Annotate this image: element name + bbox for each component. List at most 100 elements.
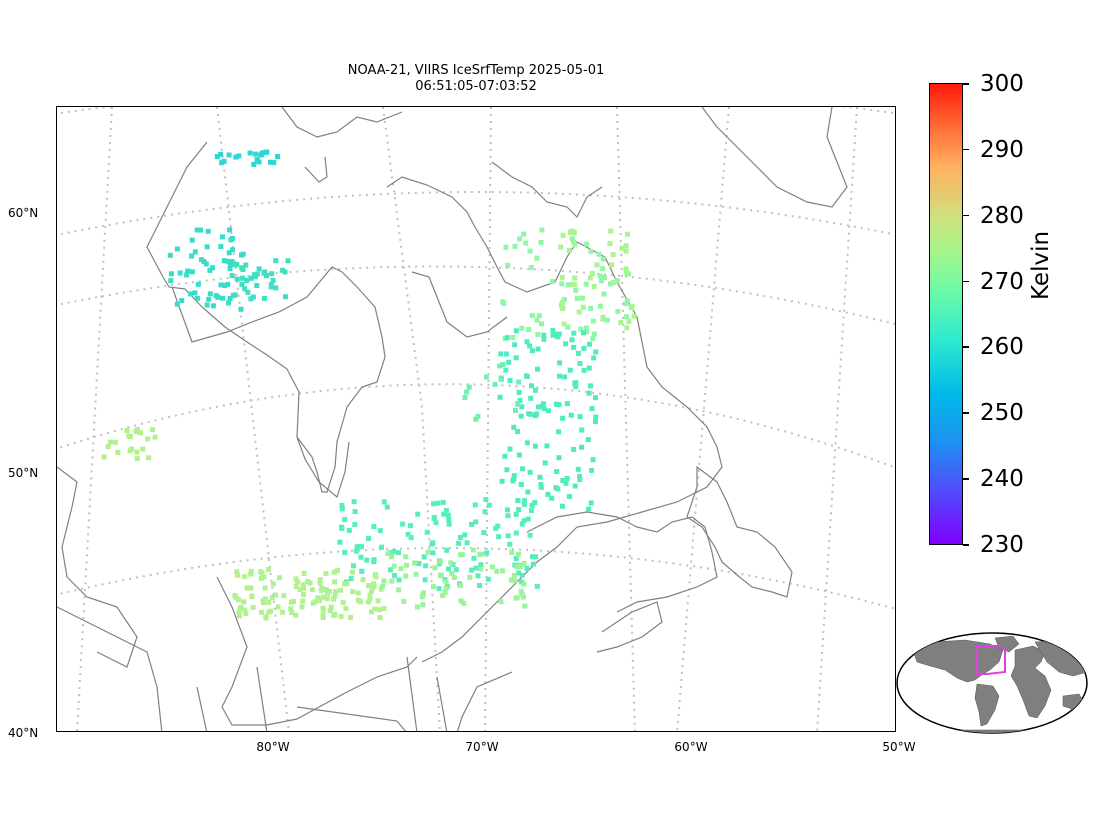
temperature-point	[494, 568, 500, 574]
temperature-point	[218, 282, 224, 288]
temperature-point	[483, 497, 489, 503]
temperature-point	[542, 460, 548, 466]
temperature-point	[239, 281, 245, 287]
temperature-point	[481, 530, 487, 536]
temperature-point	[179, 298, 185, 303]
temperature-point	[577, 361, 583, 366]
temperature-point	[525, 489, 531, 495]
temperature-point	[446, 521, 452, 527]
temperature-point	[354, 544, 360, 550]
temperature-point	[239, 252, 244, 258]
temperature-point	[556, 429, 562, 435]
temperature-point	[469, 567, 474, 573]
temperature-point	[590, 336, 596, 341]
labrador-interior	[411, 271, 508, 338]
temperature-point	[281, 593, 287, 598]
temperature-point	[534, 317, 540, 323]
temperature-point	[566, 247, 572, 253]
temperature-point	[432, 565, 438, 571]
temperature-point	[227, 296, 233, 301]
temperature-point	[359, 568, 365, 574]
temperature-point	[388, 567, 393, 573]
temperature-point	[529, 312, 535, 318]
temperature-point	[534, 255, 540, 261]
baffin-south	[281, 107, 403, 138]
temperature-point	[506, 359, 512, 365]
temperature-point	[430, 550, 436, 556]
map-panel[interactable]	[56, 106, 896, 732]
temperature-point	[310, 600, 316, 606]
temperature-point	[509, 550, 515, 555]
temperature-point	[503, 367, 509, 373]
temperature-point	[412, 560, 418, 566]
temperature-point	[367, 596, 373, 602]
map-title: NOAA-21, VIIRS IceSrfTemp 2025-05-01 06:…	[276, 63, 676, 95]
temperature-point	[563, 341, 569, 347]
temperature-point	[378, 586, 384, 592]
temperature-point	[623, 270, 629, 276]
temperature-point	[369, 588, 375, 594]
temperature-point	[505, 533, 511, 539]
temperature-point	[462, 395, 468, 400]
meridian-75	[382, 107, 441, 731]
temperature-point	[593, 349, 599, 355]
temperature-point	[512, 342, 518, 348]
temperature-point	[199, 257, 204, 263]
temperature-point	[299, 604, 305, 610]
temperature-point	[293, 612, 299, 618]
title-line-2: 06:51:05-07:03:52	[415, 79, 537, 94]
temperature-point	[458, 552, 463, 558]
temperature-point	[250, 294, 256, 300]
temperature-point	[436, 586, 442, 592]
temperature-point	[301, 585, 307, 591]
ungava-quebec-north	[386, 176, 723, 663]
temperature-point	[371, 583, 377, 589]
temperature-point	[569, 236, 575, 242]
temperature-point	[550, 328, 556, 333]
temperature-point	[591, 331, 597, 337]
temperature-point	[319, 585, 325, 591]
temperature-point	[115, 450, 121, 455]
temperature-point	[512, 243, 518, 249]
parallel-65	[57, 107, 895, 115]
temperature-point	[586, 506, 592, 512]
temperature-point	[273, 258, 279, 264]
temperature-point	[396, 550, 401, 556]
temperature-point	[353, 548, 359, 554]
temperature-point	[565, 324, 571, 330]
temperature-point	[227, 227, 232, 233]
temperature-point	[384, 504, 390, 510]
temperature-point	[466, 384, 472, 390]
temperature-point	[527, 248, 533, 254]
temperature-point	[529, 348, 535, 354]
temperature-point	[334, 568, 340, 573]
temperature-point	[530, 561, 536, 567]
temperature-point	[213, 293, 219, 299]
colorbar-tick	[963, 148, 969, 151]
temperature-point	[552, 331, 558, 337]
globe-inset	[896, 632, 1088, 734]
temperature-point	[554, 469, 560, 475]
temperature-point	[351, 499, 357, 505]
temperature-point	[533, 554, 539, 560]
temperature-point	[343, 606, 349, 612]
temperature-point	[557, 360, 563, 366]
temperature-point	[559, 302, 564, 308]
temperature-point	[174, 301, 180, 307]
temperature-point	[528, 264, 534, 270]
temperature-point	[438, 573, 443, 579]
lon-label-70: 70°W	[465, 740, 499, 754]
temperature-point	[403, 573, 409, 579]
temperature-point	[355, 597, 361, 603]
temperature-point	[126, 433, 132, 439]
temperature-point	[301, 570, 307, 576]
temperature-point	[421, 554, 427, 560]
temperature-point	[342, 581, 347, 587]
temperature-point	[443, 579, 449, 585]
temperature-point	[326, 588, 332, 594]
temperature-point	[273, 592, 279, 598]
temperature-point	[280, 267, 286, 273]
temperature-point	[264, 149, 270, 155]
temperature-point	[500, 568, 505, 574]
temperature-point	[496, 534, 502, 540]
